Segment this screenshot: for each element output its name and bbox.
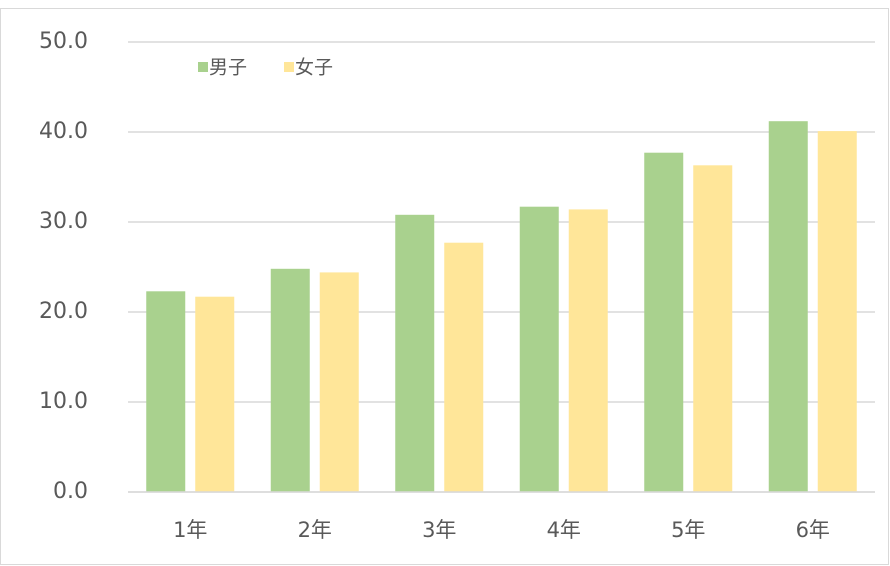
- legend-swatch: [284, 62, 294, 72]
- x-tick-label: 6年: [796, 518, 830, 542]
- legend-swatch: [198, 62, 208, 72]
- x-tick-label: 3年: [422, 518, 456, 542]
- bar: [817, 131, 857, 492]
- bar: [444, 242, 484, 492]
- y-tick-label: 0.0: [53, 479, 88, 504]
- bar: [319, 272, 359, 492]
- legend-label: 女子: [295, 57, 333, 79]
- x-tick-label: 5年: [671, 518, 705, 542]
- bar: [768, 121, 808, 492]
- legend-label: 男子: [209, 57, 247, 79]
- y-tick-label: 50.0: [39, 29, 88, 54]
- x-tick-label: 4年: [547, 518, 581, 542]
- x-tick-label: 2年: [298, 518, 332, 542]
- y-tick-label: 10.0: [39, 389, 88, 414]
- bar: [644, 152, 684, 492]
- y-tick-label: 30.0: [39, 209, 88, 234]
- bar: [519, 206, 559, 492]
- x-tick-label: 1年: [173, 518, 207, 542]
- y-tick-label: 20.0: [39, 299, 88, 324]
- bar: [693, 165, 733, 493]
- y-tick-label: 40.0: [39, 119, 88, 144]
- bar: [270, 268, 310, 492]
- bar: [395, 214, 435, 493]
- bar: [568, 209, 608, 492]
- bar: [195, 296, 235, 492]
- bar: [146, 291, 186, 492]
